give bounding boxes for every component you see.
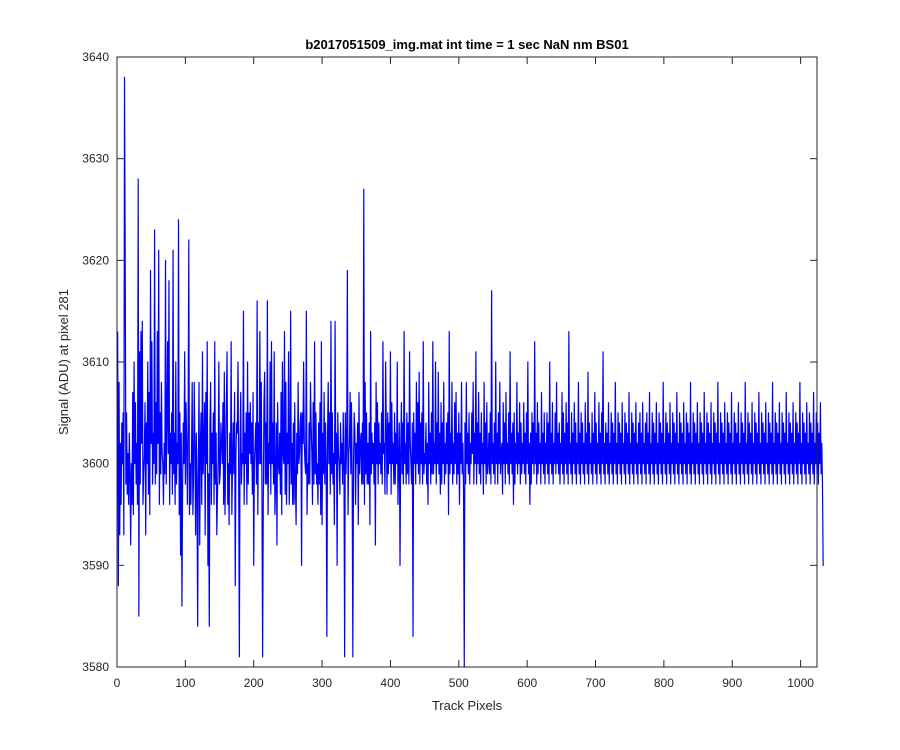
x-tick-label: 700: [586, 676, 606, 690]
series-layer: [117, 76, 824, 668]
x-tick-label: 500: [449, 676, 469, 690]
x-axis-label: Track Pixels: [432, 698, 503, 713]
y-axis: 3580 3590 3600 3610 3620 3630 3640: [82, 50, 817, 674]
x-tick-label: 900: [722, 676, 742, 690]
plot-area: [117, 57, 817, 667]
y-tick-label: 3610: [82, 355, 109, 369]
y-tick-label: 3600: [82, 457, 109, 471]
x-tick-label: 300: [312, 676, 332, 690]
y-axis-label: Signal (ADU) at pixel 281: [56, 289, 71, 435]
x-tick-label: 0: [114, 676, 121, 690]
x-tick-label: 1000: [787, 676, 814, 690]
chart-title: b2017051509_img.mat int time = 1 sec NaN…: [305, 37, 628, 52]
x-tick-label: 200: [244, 676, 264, 690]
series-line-0: [117, 76, 824, 668]
x-tick-label: 600: [517, 676, 537, 690]
y-tick-label: 3640: [82, 50, 109, 64]
x-tick-label: 800: [654, 676, 674, 690]
x-axis: 0 100 200 300 400 500 600 700 800 900 1000: [114, 57, 814, 690]
y-tick-label: 3630: [82, 152, 109, 166]
y-tick-label: 3580: [82, 660, 109, 674]
x-tick-label: 400: [380, 676, 400, 690]
y-tick-label: 3590: [82, 558, 109, 572]
y-tick-label: 3620: [82, 253, 109, 267]
x-tick-label: 100: [175, 676, 195, 690]
